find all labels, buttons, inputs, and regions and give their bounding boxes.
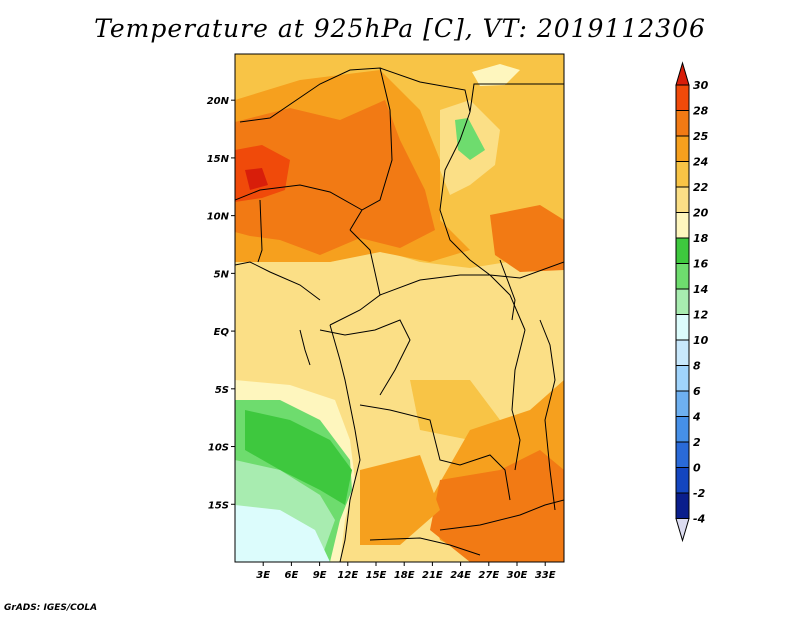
longitude-axis: 3E 6E 9E 12E 15E 18E 21E 24E 27E 30E 33E <box>256 562 556 581</box>
field-sw-10 <box>235 505 330 562</box>
border-nigeria-north <box>235 184 363 211</box>
lon-tick-label: 15E <box>366 570 387 581</box>
field-highland-green <box>455 118 485 160</box>
border-chad-sudan <box>439 111 564 279</box>
lat-tick-label: 5S <box>215 385 229 396</box>
border-benin <box>257 199 263 263</box>
lon-tick-label: 33E <box>535 570 556 581</box>
colorbar-level-label: 18 <box>693 232 709 245</box>
lat-tick-label: 15S <box>208 500 229 511</box>
temperature-field <box>235 54 564 562</box>
lon-tick-label: 9E <box>313 570 327 581</box>
lon-tick-label: 18E <box>394 570 415 581</box>
colorbar-box <box>675 441 690 468</box>
latitude-axis: 20N 15N 10N 5N EQ 5S 10S 15S <box>207 96 235 511</box>
plot-frame <box>234 53 565 563</box>
lon-tick-label: 3E <box>256 570 270 581</box>
colorbar-bottom-arrow <box>675 518 690 543</box>
border-congo <box>319 319 411 396</box>
lon-tick-label: 6E <box>285 570 299 581</box>
lon-tick-label: 30E <box>507 570 528 581</box>
border-angola-drc <box>359 404 511 501</box>
colorbar-level-label: 28 <box>693 105 709 118</box>
colorbar-box <box>675 416 690 443</box>
colorbar-box <box>675 263 690 290</box>
grads-credit: GrADS: IGES/COLA <box>4 603 98 613</box>
field-core-25-28 <box>235 100 435 255</box>
field-hottest-30 <box>245 168 268 190</box>
border-zambia-south <box>439 499 564 531</box>
colorbar-level-label: -4 <box>693 513 705 526</box>
colorbar-box <box>675 186 690 213</box>
colorbar-box <box>675 390 690 417</box>
field-angola-24 <box>360 455 440 545</box>
border-libya-egypt <box>379 67 564 113</box>
colorbar-box <box>675 314 690 341</box>
lat-tick-label: EQ <box>214 327 230 338</box>
border-rift-lakes <box>511 329 526 471</box>
field-southeast-25 <box>430 450 564 562</box>
colorbar-level-label: 22 <box>693 181 709 194</box>
colorbar-level-label: 24 <box>693 156 708 169</box>
colorbar-level-label: 25 <box>693 130 709 143</box>
lat-tick-label: 20N <box>207 96 230 107</box>
colorbar-level-label: 16 <box>693 258 709 271</box>
coast-angola <box>339 429 361 562</box>
colorbar-box <box>675 467 690 494</box>
colorbar-level-label: 14 <box>693 283 708 296</box>
colorbar-box <box>675 365 690 392</box>
colorbar-level-label: 20 <box>693 207 709 220</box>
border-namibia <box>369 537 481 556</box>
colorbar-box <box>675 161 690 188</box>
colorbar-level-label: 0 <box>693 462 701 475</box>
lat-tick-label: 5N <box>214 269 230 280</box>
lat-tick-label: 15N <box>207 154 230 165</box>
colorbar-box <box>675 492 690 519</box>
field-sw-14 <box>245 410 352 505</box>
border-car-drc <box>379 274 526 331</box>
political-boundaries <box>235 67 564 562</box>
field-basin-22 <box>410 380 500 440</box>
border-niger <box>239 67 393 231</box>
colorbar-level-label: 2 <box>693 436 701 449</box>
colorbar-box <box>675 212 690 239</box>
colorbar-level-label: -2 <box>693 487 706 500</box>
colorbar-top-arrow <box>675 61 690 86</box>
colorbar-level-label: 12 <box>693 309 709 322</box>
colorbar-level-label: 6 <box>693 385 701 398</box>
lon-tick-label: 12E <box>337 570 358 581</box>
field-north-cool <box>472 64 520 86</box>
border-south-sudan <box>499 259 516 321</box>
lat-tick-label: 10S <box>208 443 229 454</box>
colorbar-box <box>675 237 690 264</box>
colorbar-level-label: 30 <box>693 79 709 92</box>
lon-tick-label: 24E <box>450 570 471 581</box>
border-coast-gulf <box>235 261 321 301</box>
border-gabon-coast <box>299 329 311 366</box>
colorbar-box <box>675 339 690 366</box>
border-east <box>539 319 556 511</box>
lon-tick-label: 27E <box>478 570 499 581</box>
border-gabon-congo <box>329 324 356 431</box>
colorbar-box <box>675 110 690 137</box>
colorbar-level-label: 8 <box>693 360 701 373</box>
chart-title: Temperature at 925hPa [C], VT: 201911230… <box>94 14 706 43</box>
field-basin-20 <box>320 262 560 420</box>
colorbar-level-label: 4 <box>692 411 701 424</box>
lon-tick-label: 21E <box>422 570 443 581</box>
field-east-patch-25 <box>490 205 564 272</box>
colorbar-box <box>675 84 690 111</box>
lat-tick-label: 10N <box>207 212 230 223</box>
colorbar-level-label: 10 <box>693 334 709 347</box>
colorbar-box <box>675 135 690 162</box>
colorbar-box <box>675 288 690 315</box>
